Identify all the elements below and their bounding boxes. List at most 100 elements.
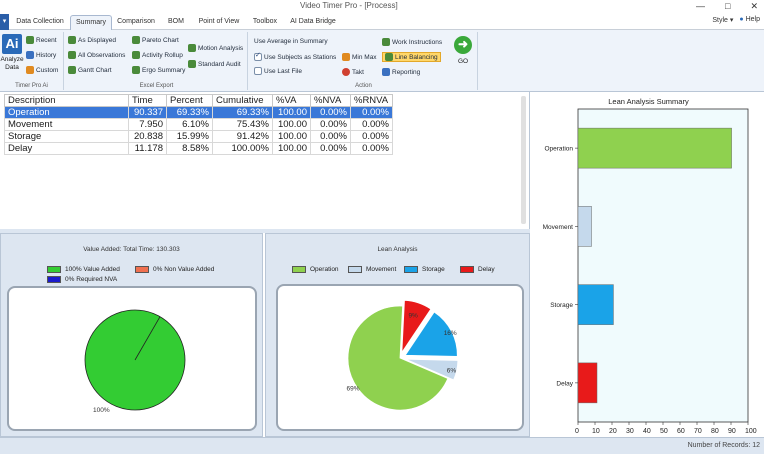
history-button[interactable]: History bbox=[26, 51, 56, 59]
line-balancing-button[interactable]: Line Balancing bbox=[382, 52, 441, 62]
reporting-icon bbox=[382, 68, 390, 76]
legend-delay: Delay bbox=[460, 266, 495, 273]
table-row[interactable]: Movement 7.950 6.10% 75.43% 100.00 0.00% 0.00% bbox=[4, 118, 393, 131]
ribbon: Ai Analyze Data Recent History Custom Ti… bbox=[0, 30, 764, 92]
tab-toolbox[interactable]: Toolbox bbox=[252, 18, 278, 25]
table-row[interactable]: Operation 90.337 69.33% 69.33% 100.00 0.00% 0.… bbox=[4, 106, 393, 119]
col-description[interactable]: Description bbox=[4, 94, 129, 107]
table-row[interactable]: Delay 11.178 8.58% 100.00% 100.00 0.00% 0.00% bbox=[4, 142, 393, 155]
legend-non-value-added: 0% Non Value Added bbox=[135, 266, 214, 273]
gantt-chart-button[interactable]: Gantt Chart bbox=[68, 66, 112, 74]
legend-label: Delay bbox=[478, 266, 495, 273]
bar-movement bbox=[577, 206, 592, 247]
y-tick-label: Storage bbox=[550, 302, 573, 309]
table-cell: 0.00% bbox=[350, 130, 393, 143]
y-tick-label: Delay bbox=[556, 380, 573, 387]
legend-label: Operation bbox=[310, 266, 339, 273]
analyze-ai-icon[interactable]: Ai bbox=[2, 34, 22, 54]
motion-analysis-label: Motion Analysis bbox=[198, 44, 244, 52]
legend-label: 0% Required NVA bbox=[65, 276, 118, 283]
maximize-button[interactable]: □ bbox=[725, 1, 731, 11]
lean-summary-bar-chart: 0 10 20 30 40 50 60 70 80 90 100 Operation Movement S… bbox=[543, 108, 757, 435]
y-tick-label: Movement bbox=[543, 224, 574, 231]
help-icon: ● bbox=[739, 16, 744, 23]
line-balancing-icon bbox=[385, 53, 393, 61]
go-button[interactable]: ➜ GO bbox=[450, 32, 478, 76]
use-last-file-checkbox[interactable]: Use Last File bbox=[254, 67, 302, 75]
table-cell: 8.58% bbox=[166, 142, 213, 155]
recent-icon bbox=[26, 36, 34, 44]
all-observations-button[interactable]: All Observations bbox=[68, 51, 125, 59]
app-menu-button[interactable]: ▾ bbox=[0, 14, 9, 30]
custom-label: Custom bbox=[36, 66, 59, 74]
summary-table-panel: Description Time Percent Cumulative %VA … bbox=[0, 92, 530, 229]
as-displayed-label: As Displayed bbox=[78, 36, 116, 44]
analyze-label: Analyze bbox=[0, 56, 24, 63]
minimize-button[interactable]: — bbox=[696, 1, 706, 11]
ribbon-group-action: Use Average in Summary Use Subjects as S… bbox=[250, 32, 478, 90]
reporting-button[interactable]: Reporting bbox=[382, 68, 420, 76]
legend-swatch bbox=[404, 266, 418, 273]
as-displayed-button[interactable]: As Displayed bbox=[68, 36, 116, 44]
use-subjects-checkbox[interactable]: Use Subjects as Stations bbox=[254, 51, 336, 61]
tab-comparison[interactable]: Comparison bbox=[117, 18, 155, 25]
close-button[interactable]: ✕ bbox=[750, 1, 758, 11]
ergo-summary-label: Ergo Summary bbox=[142, 66, 186, 74]
y-tick-label: Operation bbox=[544, 146, 573, 153]
activity-rollup-button[interactable]: Activity Rollup bbox=[132, 51, 183, 59]
summary-table: Description Time Percent Cumulative %VA … bbox=[4, 94, 393, 155]
tab-data-collection[interactable]: Data Collection bbox=[16, 18, 64, 25]
legend-operation: Operation bbox=[292, 266, 339, 273]
excel-icon bbox=[132, 36, 140, 44]
table-cell: Movement bbox=[4, 118, 129, 131]
table-cell: 11.178 bbox=[128, 142, 167, 155]
lean-summary-title: Lean Analysis Summary bbox=[608, 97, 689, 106]
col-nva[interactable]: %NVA bbox=[310, 94, 351, 107]
work-instructions-icon bbox=[382, 38, 390, 46]
x-tick-label: 30 bbox=[626, 428, 634, 435]
lean-analysis-panel: Lean Analysis Operation Movement Storage… bbox=[265, 233, 530, 437]
checkbox-checked-icon bbox=[254, 51, 262, 61]
table-cell: 0.00% bbox=[350, 106, 393, 119]
col-time[interactable]: Time bbox=[128, 94, 167, 107]
col-rnva[interactable]: %RNVA bbox=[350, 94, 393, 107]
table-cell: 100.00% bbox=[212, 142, 273, 155]
legend-swatch bbox=[348, 266, 362, 273]
legend-required-nva: 0% Required NVA bbox=[47, 276, 117, 283]
table-cell: 0.00% bbox=[310, 118, 351, 131]
legend-storage: Storage bbox=[404, 266, 445, 273]
tab-ai-data-bridge[interactable]: AI Data Bridge bbox=[290, 18, 336, 25]
recent-label: Recent bbox=[36, 36, 57, 44]
history-icon bbox=[26, 51, 34, 59]
use-average-toggle[interactable]: Use Average in Summary bbox=[254, 38, 328, 45]
recent-button[interactable]: Recent bbox=[26, 36, 57, 44]
ribbon-group-timer: Ai Analyze Data Recent History Custom Ti… bbox=[0, 32, 64, 90]
table-row[interactable]: Storage 20.838 15.99% 91.42% 100.00 0.00% 0.00… bbox=[4, 130, 393, 143]
line-balancing-label: Line Balancing bbox=[395, 53, 438, 61]
help-label: Help bbox=[745, 16, 760, 23]
x-tick-label: 90 bbox=[728, 428, 736, 435]
motion-analysis-button[interactable]: Motion Analysis bbox=[188, 44, 243, 52]
custom-button[interactable]: Custom bbox=[26, 66, 58, 74]
tab-point-of-view[interactable]: Point of View bbox=[198, 18, 240, 25]
help-link[interactable]: ● Help bbox=[739, 16, 760, 24]
tab-summary[interactable]: Summary bbox=[70, 15, 112, 31]
data-label: Data bbox=[5, 64, 19, 71]
work-instructions-button[interactable]: Work Instructions bbox=[382, 38, 442, 46]
tab-bom[interactable]: BOM bbox=[168, 18, 184, 25]
style-menu[interactable]: Style ▾ bbox=[712, 17, 734, 24]
analyze-data-button[interactable]: Analyze Data bbox=[0, 56, 24, 72]
col-cumulative[interactable]: Cumulative bbox=[212, 94, 273, 107]
min-max-button[interactable]: Min Max bbox=[342, 53, 377, 61]
table-cell: Delay bbox=[4, 142, 129, 155]
legend-label: 0% Non Value Added bbox=[153, 266, 215, 273]
standard-audit-button[interactable]: Standard Audit bbox=[188, 60, 241, 68]
ergo-summary-button[interactable]: Ergo Summary bbox=[132, 66, 185, 74]
col-va[interactable]: %VA bbox=[272, 94, 311, 107]
table-scrollbar[interactable] bbox=[521, 96, 526, 224]
col-percent[interactable]: Percent bbox=[166, 94, 213, 107]
pareto-chart-button[interactable]: Pareto Chart bbox=[132, 36, 179, 44]
pie-slice-storage bbox=[404, 311, 458, 357]
takt-button[interactable]: Takt bbox=[342, 68, 364, 76]
table-cell: 6.10% bbox=[166, 118, 213, 131]
